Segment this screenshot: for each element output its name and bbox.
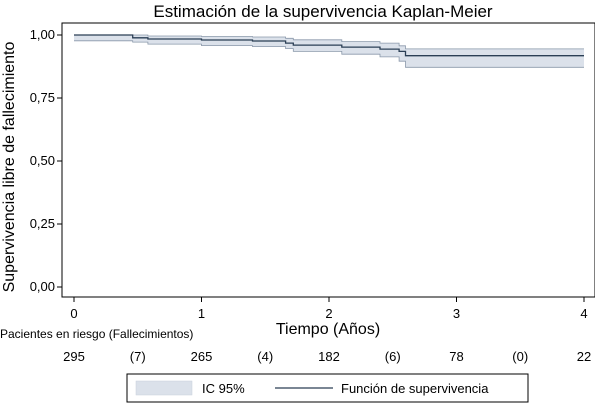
chart-title: Estimación de la supervivencia Kaplan-Me…	[153, 2, 493, 21]
x-tick-label-0: 0	[70, 306, 77, 321]
x-tick-label-4: 4	[580, 306, 587, 321]
y-tick-label-0: 0,00	[30, 279, 55, 294]
risk-value-8: 22	[577, 349, 591, 364]
x-tick-label-3: 3	[453, 306, 460, 321]
y-tick-label-2: 0,50	[30, 153, 55, 168]
ci-upper-edge	[74, 34, 584, 50]
x-tick-label-1: 1	[198, 306, 205, 321]
legend-line-label: Función de supervivencia	[341, 381, 489, 396]
risk-value-0: 295	[63, 349, 85, 364]
legend: IC 95% Función de supervivencia	[126, 373, 529, 403]
x-axis: 0 1 2 3 4	[70, 297, 588, 321]
risk-table-header: Pacientes en riesgo (Fallecimientos)	[0, 327, 193, 341]
x-axis-label: Tiempo (Años)	[276, 321, 380, 338]
y-axis: 0,00 0,25 0,50 0,75 1,00	[30, 27, 62, 294]
survival-line-0	[74, 34, 584, 57]
ci-band-layer	[74, 34, 584, 68]
risk-value-5: (6)	[385, 349, 401, 364]
y-tick-label-4: 1,00	[30, 27, 55, 42]
risk-value-4: 182	[318, 349, 340, 364]
legend-ci-swatch	[135, 380, 193, 396]
survival-line-layer	[74, 34, 584, 57]
risk-value-3: (4)	[257, 349, 273, 364]
risk-value-7: (0)	[512, 349, 528, 364]
risk-value-2: 265	[191, 349, 213, 364]
risk-table: 295 (7) 265 (4) 182 (6) 78 (0) 22	[63, 349, 591, 364]
x-tick-label-2: 2	[325, 306, 332, 321]
y-tick-label-1: 0,25	[30, 216, 55, 231]
y-tick-label-3: 0,75	[30, 90, 55, 105]
risk-value-1: (7)	[130, 349, 146, 364]
plot-frame	[61, 22, 595, 298]
ci-lower-edge	[74, 40, 584, 68]
y-axis-label: Supervivencia libre de fallecimiento	[1, 42, 18, 293]
risk-value-6: 78	[449, 349, 463, 364]
legend-ci-label: IC 95%	[202, 381, 245, 396]
